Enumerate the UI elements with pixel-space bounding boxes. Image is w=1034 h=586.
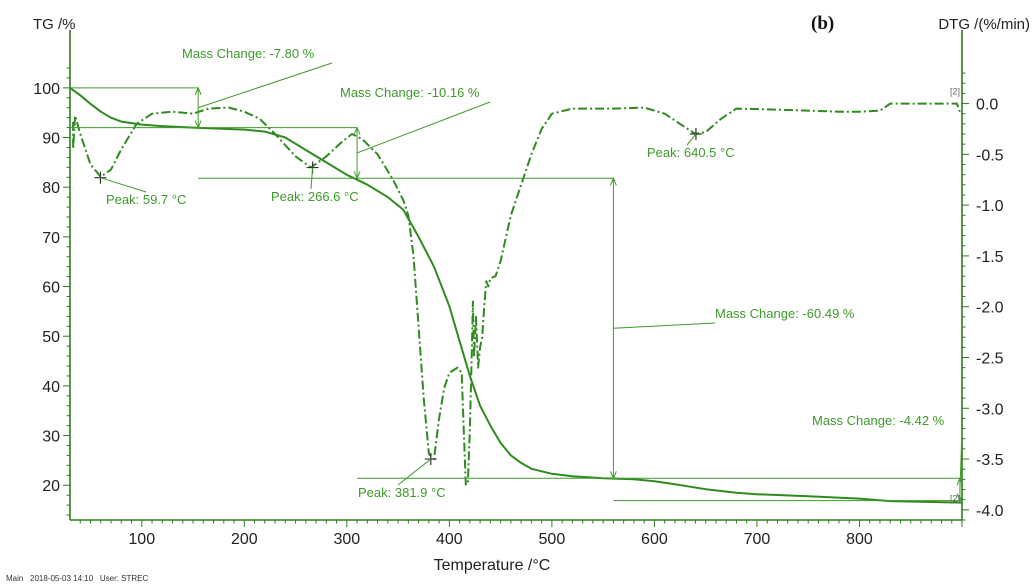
y-left-tick-label: 80 <box>42 180 60 197</box>
tg-curve <box>69 87 963 504</box>
x-tick-label: 500 <box>539 531 566 548</box>
peak-leader <box>310 167 314 190</box>
series-layer <box>69 87 963 504</box>
y-right-tick-label: -1.0 <box>976 198 1004 215</box>
annotation-leader <box>959 429 963 490</box>
peak-label: Peak: 381.9 °C <box>358 485 446 500</box>
y-right-tick-label: -2.0 <box>976 300 1004 317</box>
y-left-tick-label: 30 <box>42 429 60 446</box>
y-left-tick-label: 100 <box>33 81 60 98</box>
arrow-head-down <box>609 471 617 480</box>
y-right-axis-label: DTG /(%/min) <box>938 16 1030 33</box>
annotation-layer: Mass Change: -7.80 % Mass Change: -10.16 … <box>70 46 964 504</box>
y-left-tick-label: 20 <box>42 478 60 495</box>
y-right-tick-label: -2.5 <box>976 350 1004 367</box>
x-tick-label: 700 <box>744 531 771 548</box>
annotation-leader <box>356 101 491 154</box>
peak-leader <box>397 458 432 486</box>
x-tick-label: 600 <box>641 531 668 548</box>
annotation-leader <box>613 322 716 329</box>
curve-marker: [2] <box>950 86 960 96</box>
mass-change-label: Mass Change: -10.16 % <box>340 85 480 100</box>
y-left-axis-label: TG /% <box>33 16 76 33</box>
x-tick-label: 800 <box>846 531 873 548</box>
y-right-tick-label: -3.0 <box>976 401 1004 418</box>
peak-leader <box>100 177 147 193</box>
annotation-leader <box>198 62 333 109</box>
footer-info: Main 2018-05-03 14:10 User: STREC <box>6 574 149 583</box>
peak-label: Peak: 266.6 °C <box>271 189 359 204</box>
x-tick-label: 400 <box>436 531 463 548</box>
peak-label: Peak: 59.7 °C <box>106 192 186 207</box>
y-right-tick-label: -0.5 <box>976 147 1004 164</box>
mass-change-label: Mass Change: -4.42 % <box>812 413 945 428</box>
y-left-tick-label: 60 <box>42 280 60 297</box>
dtg-curve <box>72 102 961 486</box>
y-right-tick-label: -4.0 <box>976 503 1004 520</box>
y-right-tick-label: -3.5 <box>976 452 1004 469</box>
y-left-tick-label: 90 <box>42 131 60 148</box>
x-tick-label: 100 <box>128 531 155 548</box>
x-tick-label: 300 <box>333 531 360 548</box>
mass-change-label: Mass Change: -60.49 % <box>715 306 855 321</box>
y-right-tick-label: 0.0 <box>976 97 998 114</box>
arrow-head-up <box>194 86 202 96</box>
arrow-head-up <box>609 176 617 186</box>
panel-label: (b) <box>811 13 834 34</box>
mass-change-label: Mass Change: -7.80 % <box>182 46 315 61</box>
arrow-head-up <box>353 126 361 135</box>
y-left-tick-label: 40 <box>42 379 60 396</box>
peak-marker <box>424 453 437 466</box>
curve-marker: [2] <box>950 494 960 504</box>
peak-label: Peak: 640.5 °C <box>647 145 735 160</box>
x-axis-label: Temperature /°C <box>434 557 551 574</box>
y-left-tick-label: 70 <box>42 230 60 247</box>
y-left-tick-label: 50 <box>42 329 60 346</box>
y-right-tick-label: -1.5 <box>976 249 1004 266</box>
arrow-head-down <box>353 171 361 180</box>
axes: 100 200 300 400 500 600 700 800 20 30 40 50 60 70 80 90… <box>33 30 1004 548</box>
peak-leader <box>686 133 697 146</box>
peak-marker <box>689 128 702 141</box>
x-tick-label: 200 <box>231 531 258 548</box>
arrow-head-down <box>956 493 964 502</box>
